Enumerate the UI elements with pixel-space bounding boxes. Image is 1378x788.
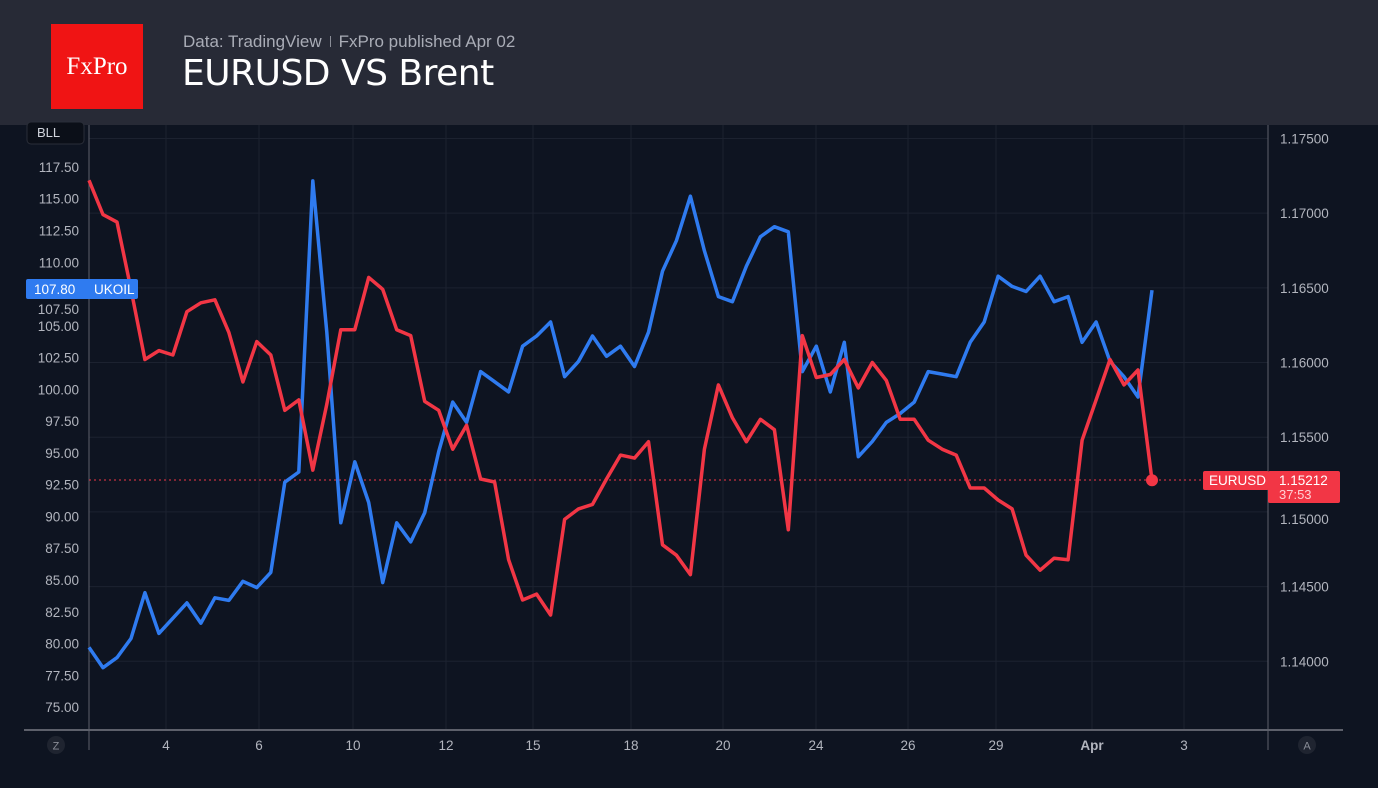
left-tick-label: 95.00: [45, 446, 79, 461]
x-tick-label: 15: [525, 738, 540, 753]
eurusd-price-label: [1268, 471, 1340, 503]
left-tick-label: 105.00: [38, 319, 79, 334]
eurusd-last-point: [1146, 474, 1158, 487]
page-title: EURUSD VS Brent: [182, 53, 494, 94]
x-tick-label: 12: [438, 738, 453, 753]
eurusd-name: EURUSD: [1209, 473, 1266, 488]
ukoil-last-value: 107.80: [34, 282, 75, 297]
eurusd-series-line: [87, 179, 1154, 617]
left-tick-label: 75.00: [45, 700, 79, 715]
left-tick-label: 90.00: [45, 509, 79, 524]
left-axis-ticks: 117.50 115.00 112.50 110.00 107.50 105.00 102.…: [38, 160, 79, 715]
ukoil-name: UKOIL: [94, 282, 135, 297]
left-tick-label: 85.00: [45, 573, 79, 588]
header: FxPro Data: TradingView FxPro published A…: [0, 0, 1378, 125]
left-tick-label: 80.00: [45, 637, 79, 652]
eurusd-name-label: [1203, 471, 1269, 490]
symbol-tag-label: BLL: [37, 125, 60, 140]
left-tick-label: 82.50: [45, 605, 79, 620]
eurusd-last-value: 1.15212: [1279, 473, 1328, 488]
ukoil-series-line: [87, 179, 1154, 670]
subtitle: Data: TradingView FxPro published Apr 02: [183, 32, 515, 52]
left-tick-label: 115.00: [39, 192, 79, 207]
bar-countdown: 37:53: [1279, 487, 1312, 502]
x-tick-label: 18: [623, 738, 638, 753]
published-date: FxPro published Apr 02: [338, 32, 516, 51]
x-tick-label: 24: [808, 738, 824, 753]
ukoil-price-label: [26, 279, 138, 299]
left-tick-label: 110.00: [39, 255, 79, 270]
x-tick-label: 10: [345, 738, 360, 753]
series-points: [88, 180, 1153, 668]
right-tick-label: 1.14500: [1280, 580, 1329, 595]
grid: [89, 125, 1268, 730]
x-tick-label: 29: [988, 738, 1003, 753]
right-tick-label: 1.14000: [1280, 654, 1329, 669]
fxpro-logo: FxPro: [51, 24, 143, 109]
x-tick-label: Apr: [1080, 738, 1104, 753]
left-tick-label: 77.50: [45, 668, 79, 683]
logo-text: FxPro: [66, 52, 128, 80]
left-tick-label: 100.00: [38, 382, 79, 397]
x-tick-label: 4: [162, 738, 170, 753]
left-tick-label: 102.50: [38, 351, 79, 366]
left-tick-label: 112.50: [39, 223, 79, 238]
right-axis-ticks: 1.17500 1.17000 1.16500 1.16000 1.15500 1.150…: [1280, 131, 1329, 669]
right-tick-label: 1.17500: [1280, 131, 1329, 146]
x-tick-label: 6: [255, 738, 263, 753]
left-tick-label: 107.50: [38, 302, 79, 317]
time-axis-ticks: 4 6 10 12 15 18 20 24 26 29 Apr 3: [162, 738, 1188, 753]
symbol-tag[interactable]: [26, 121, 85, 145]
x-tick-label: 20: [715, 738, 730, 753]
data-source: Data: TradingView: [183, 32, 322, 51]
right-tick-label: 1.15500: [1280, 430, 1329, 445]
left-scale-label: Z: [53, 741, 60, 753]
right-tick-label: 1.15000: [1280, 512, 1329, 527]
left-tick-label: 117.50: [39, 160, 79, 175]
left-tick-label: 87.50: [45, 541, 79, 556]
left-tick-label: 97.50: [45, 414, 79, 429]
auto-scale-button[interactable]: [1298, 736, 1316, 754]
left-tick-label: 92.50: [45, 478, 79, 493]
separator: [329, 36, 331, 47]
x-tick-label: 3: [1180, 738, 1188, 753]
right-tick-label: 1.17000: [1280, 206, 1329, 221]
left-scale-button[interactable]: [47, 736, 65, 754]
right-tick-label: 1.16000: [1280, 356, 1329, 371]
x-tick-label: 26: [900, 738, 915, 753]
right-tick-label: 1.16500: [1280, 281, 1329, 296]
auto-scale-label: A: [1303, 741, 1311, 753]
